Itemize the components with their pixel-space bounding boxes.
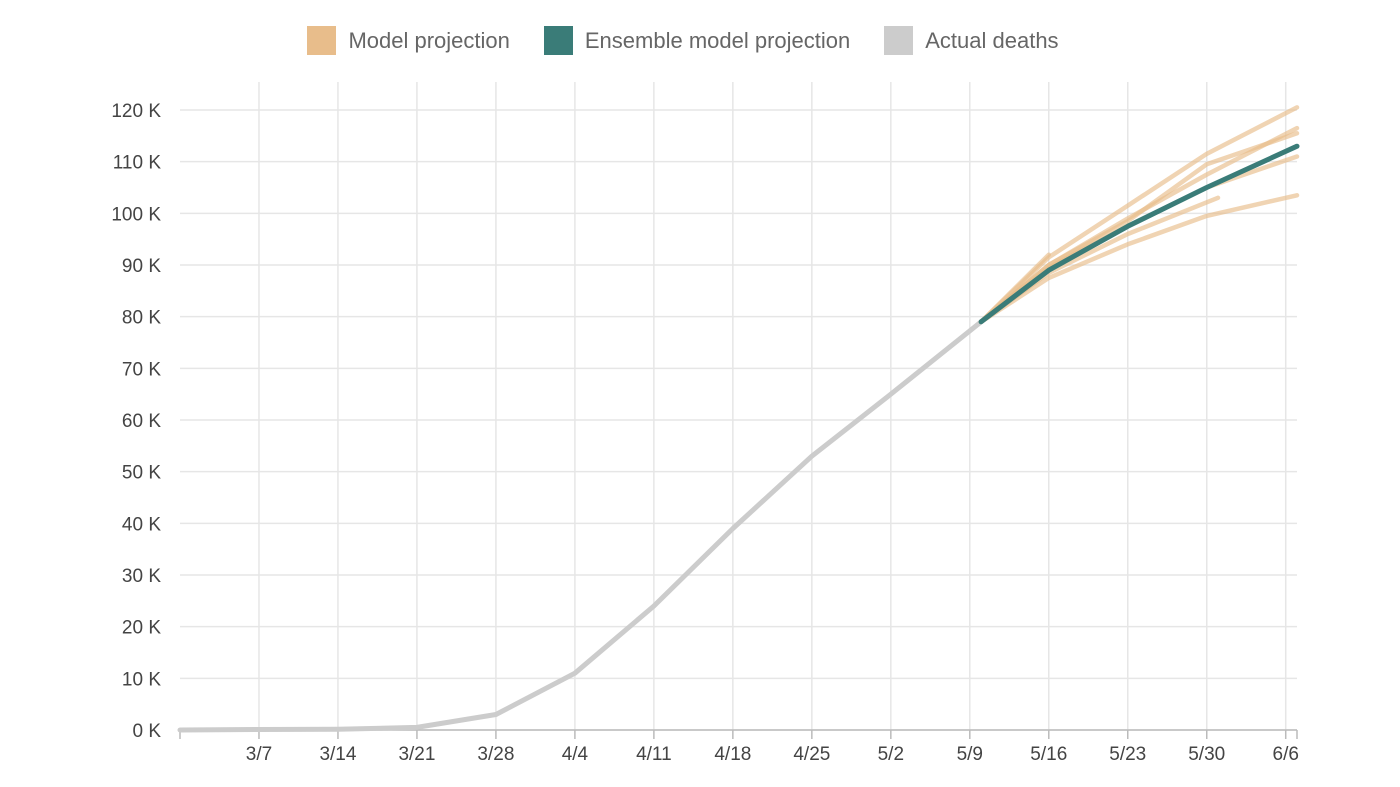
grid — [180, 82, 1297, 731]
y-tick-label: 50 K — [122, 463, 161, 484]
y-tick-label: 120 K — [111, 101, 161, 122]
x-tick-label: 5/30 — [1188, 744, 1225, 765]
legend-label-model-projection: Model projection — [348, 27, 510, 53]
series — [177, 105, 1300, 733]
x-tick-label: 6/6 — [1273, 744, 1299, 765]
y-tick-label: 20 K — [122, 618, 161, 639]
y-tick-label: 70 K — [122, 359, 161, 380]
y-tick-label: 0 K — [132, 721, 161, 742]
axes: 0 K 10 K 20 K 30 K 40 K 50 K 60 K 70 K 80 K 90 K 1… — [111, 101, 1299, 765]
legend-label-actual-deaths: Actual deaths — [925, 27, 1059, 53]
x-tick-label: 3/28 — [477, 744, 514, 765]
x-tick-label: 4/11 — [636, 744, 672, 765]
legend: Model projection Ensemble model projecti… — [0, 26, 1366, 55]
x-tick-label: 4/4 — [562, 744, 589, 765]
series-line-model-projection-6 — [978, 195, 1221, 325]
x-tick-label: 4/25 — [793, 744, 830, 765]
x-tick-label: 4/18 — [714, 744, 751, 765]
series-line-model-projection-2 — [978, 105, 1300, 325]
y-tick-label: 40 K — [122, 514, 161, 535]
series-line-actual-deaths — [177, 319, 984, 733]
legend-swatch-model-projection — [307, 26, 337, 55]
y-tick-label: 80 K — [122, 308, 161, 329]
x-tick-label: 5/2 — [878, 744, 904, 765]
x-tick-label: 3/14 — [319, 744, 356, 765]
x-tick-label: 3/7 — [246, 744, 272, 765]
y-tick-label: 10 K — [122, 669, 161, 690]
y-tick-label: 100 K — [111, 204, 161, 225]
legend-item-model-projection[interactable]: Model projection — [307, 26, 510, 55]
series-line-ensemble-projection — [978, 143, 1300, 325]
y-tick-label: 90 K — [122, 256, 161, 277]
legend-label-ensemble-projection: Ensemble model projection — [584, 27, 851, 53]
legend-item-actual-deaths[interactable]: Actual deaths — [884, 26, 1059, 55]
x-tick-label: 5/16 — [1030, 744, 1067, 765]
legend-item-ensemble-projection[interactable]: Ensemble model projection — [543, 26, 851, 55]
legend-swatch-actual-deaths — [884, 26, 914, 55]
series-line-model-projection-7 — [978, 193, 1300, 325]
legend-swatch-ensemble-projection — [543, 26, 573, 55]
y-tick-label: 30 K — [122, 566, 161, 587]
x-tick-label: 5/23 — [1109, 744, 1146, 765]
y-tick-label: 110 K — [113, 153, 162, 174]
x-tick-label: 3/21 — [398, 744, 435, 765]
y-tick-label: 60 K — [122, 411, 161, 432]
x-tick-label: 5/9 — [957, 744, 983, 765]
